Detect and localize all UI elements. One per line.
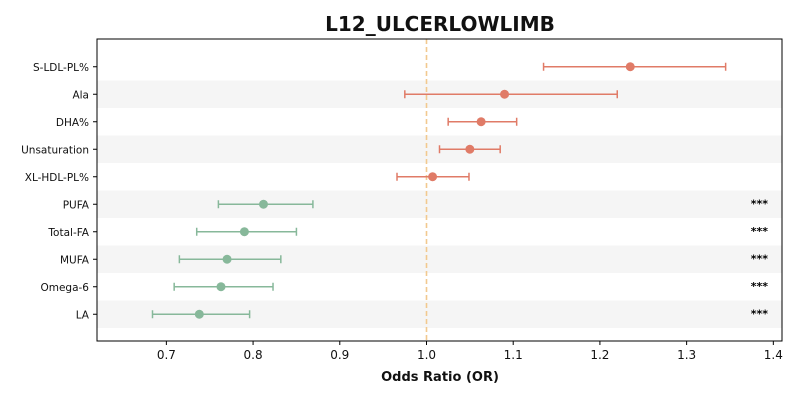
significance-marker: *** (751, 197, 769, 210)
point-estimate (239, 227, 249, 237)
significance-marker: *** (751, 225, 769, 238)
point-estimate (476, 117, 486, 127)
x-tick-label: 1.2 (590, 348, 609, 362)
x-axis-label: Odds Ratio (OR) (381, 370, 499, 385)
y-tick-label: Unsaturation (21, 144, 89, 156)
point-estimate (500, 89, 510, 99)
x-tick-label: 1.3 (677, 348, 696, 362)
point-estimate (194, 309, 204, 319)
point-estimate (222, 254, 232, 264)
significance-marker: *** (751, 307, 769, 320)
y-tick-label: Omega-6 (40, 282, 89, 294)
plot-area: S-LDL-PL% Ala DHA% Unsaturation XL-HDL-PL% PU… (21, 38, 783, 362)
row-shade (97, 190, 782, 218)
y-tick-label: DHA% (56, 117, 89, 129)
point-estimate (465, 144, 475, 154)
y-tick-label: LA (76, 309, 90, 321)
significance-marker: *** (751, 252, 769, 265)
point-estimate (428, 172, 438, 182)
y-tick-label: XL-HDL-PL% (25, 172, 89, 184)
x-tick-label: 1.0 (417, 348, 436, 362)
point-estimate (625, 62, 635, 72)
chart-title: L12_ULCERLOWLIMB (325, 12, 555, 36)
x-tick-label: 0.7 (157, 348, 176, 362)
y-tick-label: Total-FA (47, 227, 89, 239)
significance-marker: *** (751, 280, 769, 293)
x-tick-label: 0.8 (244, 348, 263, 362)
y-tick-label: MUFA (60, 254, 90, 266)
point-estimate (258, 199, 268, 209)
x-tick-label: 1.1 (504, 348, 523, 362)
y-tick-label: Ala (72, 89, 89, 101)
plot-frame (96, 38, 783, 342)
x-tick-label: 1.4 (764, 348, 783, 362)
y-tick-label: PUFA (63, 199, 90, 211)
y-tick-label: S-LDL-PL% (33, 62, 89, 74)
point-estimate (216, 282, 226, 292)
x-tick-label: 0.9 (330, 348, 349, 362)
